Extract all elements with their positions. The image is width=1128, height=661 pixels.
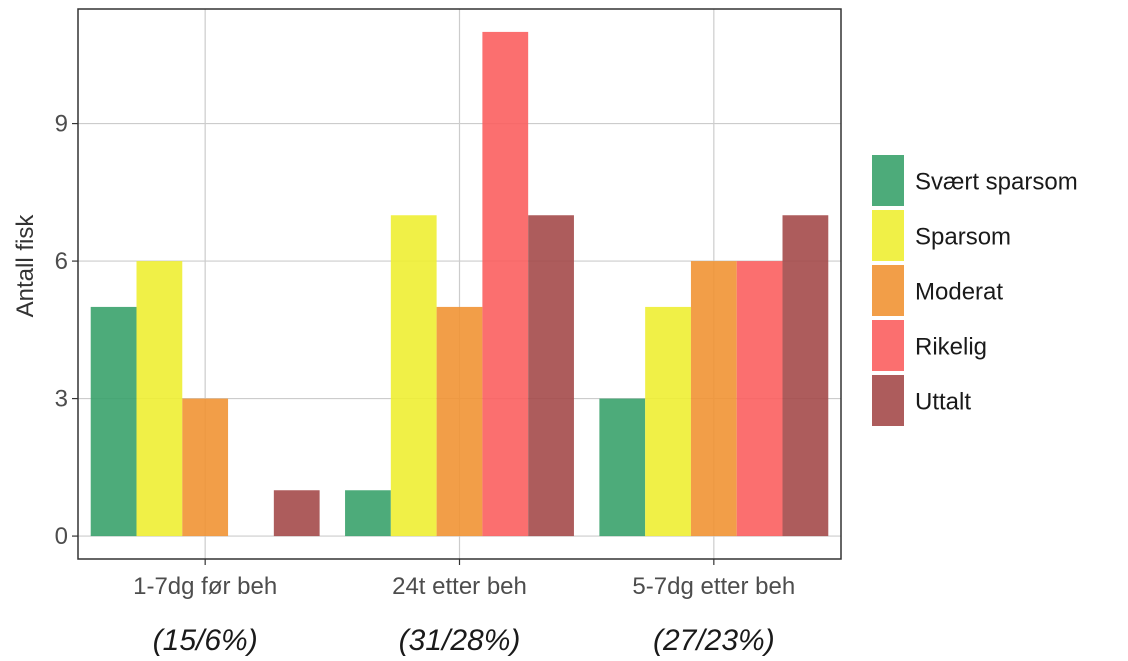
y-tick-label: 9	[55, 111, 68, 138]
bar	[599, 398, 646, 537]
legend-label: Rikelig	[915, 334, 987, 361]
category-note: (31/28%)	[399, 624, 521, 657]
legend-label: Sparsom	[915, 224, 1011, 251]
legend-swatch	[872, 265, 904, 316]
bar	[90, 306, 137, 537]
bar	[782, 215, 829, 537]
legend-swatch	[872, 320, 904, 371]
legend-swatch	[872, 155, 904, 206]
bar	[273, 490, 320, 537]
category-note: (27/23%)	[653, 624, 775, 657]
y-axis-title: Antall fisk	[12, 214, 39, 318]
bar	[436, 306, 483, 537]
bar	[345, 490, 391, 537]
bars	[90, 31, 829, 537]
category-note: (15/6%)	[153, 624, 258, 657]
y-tick-label: 3	[55, 386, 68, 413]
bar	[690, 261, 737, 537]
bar	[136, 261, 183, 537]
y-tick-label: 0	[55, 523, 68, 550]
bar	[736, 261, 783, 537]
bar	[182, 398, 229, 537]
x-tick-label: 5-7dg etter beh	[632, 573, 795, 600]
legend-swatch	[872, 375, 904, 426]
legend-label: Svært sparsom	[915, 169, 1078, 196]
bar	[528, 215, 574, 537]
bar	[645, 306, 691, 537]
y-tick-label: 6	[55, 248, 68, 275]
bar	[390, 215, 437, 537]
bar	[482, 31, 529, 537]
legend-label: Moderat	[915, 279, 1003, 306]
legend-swatch	[872, 210, 904, 261]
legend: Svært sparsom Sparsom Moderat Rikelig Uttalt	[872, 155, 1078, 426]
x-axis: 1-7dg før beh (15/6%) 24t etter beh (31/28%…	[133, 559, 795, 657]
x-tick-label: 1-7dg før beh	[133, 573, 277, 600]
legend-label: Uttalt	[915, 389, 971, 416]
y-axis: 0 3 6 9	[55, 111, 78, 550]
x-tick-label: 24t etter beh	[392, 573, 527, 600]
